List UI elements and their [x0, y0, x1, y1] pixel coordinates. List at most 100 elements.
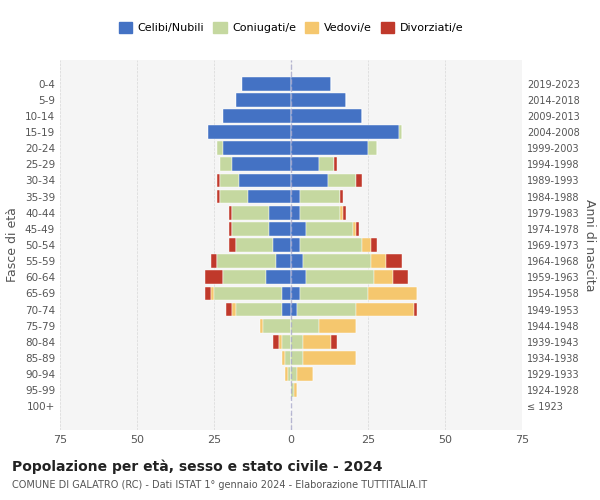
Bar	[208, 125, 291, 139]
Bar	[291, 335, 304, 348]
Bar	[291, 238, 300, 252]
Bar	[300, 190, 340, 203]
Bar	[343, 206, 346, 220]
Bar	[269, 222, 291, 235]
Bar	[291, 270, 307, 284]
Bar	[362, 238, 371, 252]
Bar	[229, 222, 232, 235]
Bar	[285, 367, 288, 381]
Bar	[220, 190, 248, 203]
Bar	[356, 222, 359, 235]
Text: Popolazione per età, sesso e stato civile - 2024: Popolazione per età, sesso e stato civil…	[12, 460, 383, 474]
Bar	[229, 238, 236, 252]
Bar	[291, 190, 300, 203]
Bar	[414, 302, 417, 316]
Bar	[304, 351, 356, 365]
Bar	[368, 142, 377, 155]
Bar	[242, 77, 291, 90]
Bar	[291, 384, 294, 397]
Bar	[386, 254, 402, 268]
Bar	[236, 302, 282, 316]
Bar	[285, 351, 291, 365]
Bar	[211, 286, 214, 300]
Bar	[275, 254, 291, 268]
Bar	[232, 158, 291, 171]
Bar	[353, 222, 356, 235]
Bar	[297, 302, 356, 316]
Bar	[211, 254, 217, 268]
Bar	[371, 254, 386, 268]
Bar	[371, 238, 377, 252]
Bar	[223, 270, 266, 284]
Bar	[288, 367, 291, 381]
Bar	[282, 286, 291, 300]
Legend: Celibi/Nubili, Coniugati/e, Vedovi/e, Divorziati/e: Celibi/Nubili, Coniugati/e, Vedovi/e, Di…	[115, 18, 467, 38]
Bar	[291, 351, 304, 365]
Bar	[291, 367, 297, 381]
Bar	[291, 174, 328, 188]
Y-axis label: Fasce di età: Fasce di età	[7, 208, 19, 282]
Bar	[291, 302, 297, 316]
Bar	[300, 206, 340, 220]
Bar	[294, 384, 297, 397]
Bar	[297, 367, 313, 381]
Bar	[220, 158, 232, 171]
Bar	[266, 270, 291, 284]
Bar	[260, 319, 263, 332]
Bar	[374, 270, 392, 284]
Bar	[304, 254, 371, 268]
Bar	[291, 254, 304, 268]
Bar	[214, 286, 282, 300]
Bar	[399, 125, 402, 139]
Bar	[217, 190, 220, 203]
Bar	[291, 93, 346, 106]
Bar	[328, 174, 356, 188]
Bar	[232, 222, 269, 235]
Bar	[307, 270, 374, 284]
Bar	[291, 77, 331, 90]
Bar	[368, 286, 417, 300]
Bar	[291, 206, 300, 220]
Bar	[269, 206, 291, 220]
Bar	[272, 238, 291, 252]
Bar	[232, 302, 236, 316]
Bar	[220, 174, 239, 188]
Bar	[319, 158, 334, 171]
Bar	[239, 174, 291, 188]
Bar	[232, 206, 269, 220]
Bar	[300, 238, 362, 252]
Bar	[236, 93, 291, 106]
Bar	[356, 302, 414, 316]
Bar	[291, 125, 399, 139]
Y-axis label: Anni di nascita: Anni di nascita	[583, 198, 596, 291]
Bar	[223, 142, 291, 155]
Bar	[282, 335, 291, 348]
Bar	[291, 222, 307, 235]
Bar	[223, 109, 291, 123]
Bar	[205, 286, 211, 300]
Bar	[291, 286, 300, 300]
Bar	[291, 158, 319, 171]
Bar	[291, 319, 319, 332]
Bar	[291, 109, 362, 123]
Bar	[205, 270, 223, 284]
Bar	[272, 335, 278, 348]
Bar	[340, 206, 343, 220]
Bar	[282, 351, 285, 365]
Bar	[217, 254, 275, 268]
Bar	[282, 302, 291, 316]
Bar	[340, 190, 343, 203]
Bar	[217, 142, 223, 155]
Bar	[217, 174, 220, 188]
Bar	[248, 190, 291, 203]
Bar	[307, 222, 353, 235]
Text: COMUNE DI GALATRO (RC) - Dati ISTAT 1° gennaio 2024 - Elaborazione TUTTITALIA.IT: COMUNE DI GALATRO (RC) - Dati ISTAT 1° g…	[12, 480, 427, 490]
Bar	[291, 142, 368, 155]
Bar	[278, 335, 282, 348]
Bar	[319, 319, 356, 332]
Bar	[300, 286, 368, 300]
Bar	[226, 302, 232, 316]
Bar	[236, 238, 272, 252]
Bar	[331, 335, 337, 348]
Bar	[229, 206, 232, 220]
